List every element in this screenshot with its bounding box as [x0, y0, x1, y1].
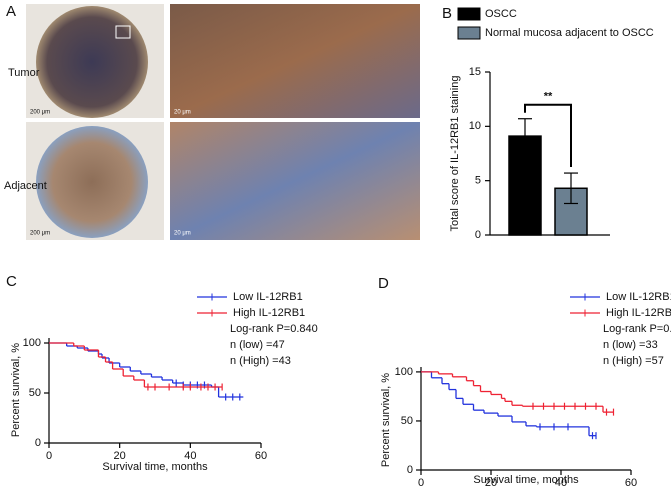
x-axis-label: Survival time, months [473, 474, 579, 486]
annotation: Log-rank P=0.024 [603, 323, 671, 335]
y-tick-label: 100 [23, 337, 41, 349]
zoom-image [170, 122, 420, 240]
scale-label: 20 μm [174, 110, 191, 116]
zoom-box [115, 25, 131, 39]
panel-letter: D [378, 275, 389, 292]
legend-label: OSCC [485, 8, 517, 20]
y-axis-label: Percent survival, % [10, 343, 22, 437]
scale-label: 200 μm [30, 231, 50, 237]
legend-swatch [457, 26, 481, 40]
significance-bracket [524, 103, 572, 168]
y-tick-label: 50 [401, 415, 413, 427]
row-label: Adjacent [4, 180, 47, 192]
panel-letter: A [6, 3, 16, 20]
x-tick-label: 60 [255, 450, 267, 462]
tissue-core [36, 126, 148, 238]
x-tick-label: 40 [555, 477, 567, 487]
legend-label: High IL-12RB1 [606, 307, 671, 319]
x-tick-label: 60 [625, 477, 637, 487]
panel-letter: B [442, 5, 452, 22]
x-tick-label: 20 [114, 450, 126, 462]
legend-label: High IL-12RB1 [233, 307, 305, 319]
legend-swatch [457, 7, 481, 21]
x-tick-label: 0 [46, 450, 52, 462]
y-tick-label: 0 [407, 464, 413, 476]
x-axis-label: Survival time, months [102, 461, 208, 473]
y-tick-label: 0 [475, 229, 481, 241]
x-tick-label: 0 [418, 477, 424, 487]
scale-label: 20 μm [174, 231, 191, 237]
annotation: Log-rank P=0.840 [230, 323, 318, 335]
y-axis-label: Total score of IL-12RB1 staining [449, 76, 461, 232]
annotation: n (low) =33 [603, 339, 658, 351]
y-tick-label: 15 [469, 66, 481, 78]
tissue-core [36, 6, 148, 118]
annotation: n (High) =43 [230, 355, 291, 367]
y-tick-label: 100 [395, 366, 413, 378]
legend-label: Low IL-12RB1 [233, 291, 303, 303]
panel-letter: C [6, 273, 17, 290]
legend-label: Low IL-12RB1 [606, 291, 671, 303]
legend-label: Normal mucosa adjacent to OSCC [485, 27, 654, 39]
row-label: Tumor [8, 67, 40, 79]
y-axis-label: Percent survival, % [380, 373, 392, 467]
y-tick-label: 0 [35, 437, 41, 449]
panel-a: A Tumor Adjacent 200 μm 20 μm 200 μm 20 … [4, 3, 420, 240]
x-tick-label: 40 [184, 450, 196, 462]
annotation: n (High) =57 [603, 355, 664, 367]
zoom-image [170, 4, 420, 118]
y-tick-label: 50 [29, 387, 41, 399]
y-tick-label: 10 [469, 120, 481, 132]
annotation: n (low) =47 [230, 339, 285, 351]
significance: ** [544, 91, 553, 103]
x-tick-label: 20 [485, 477, 497, 487]
y-tick-label: 5 [475, 175, 481, 187]
scale-label: 200 μm [30, 110, 50, 116]
